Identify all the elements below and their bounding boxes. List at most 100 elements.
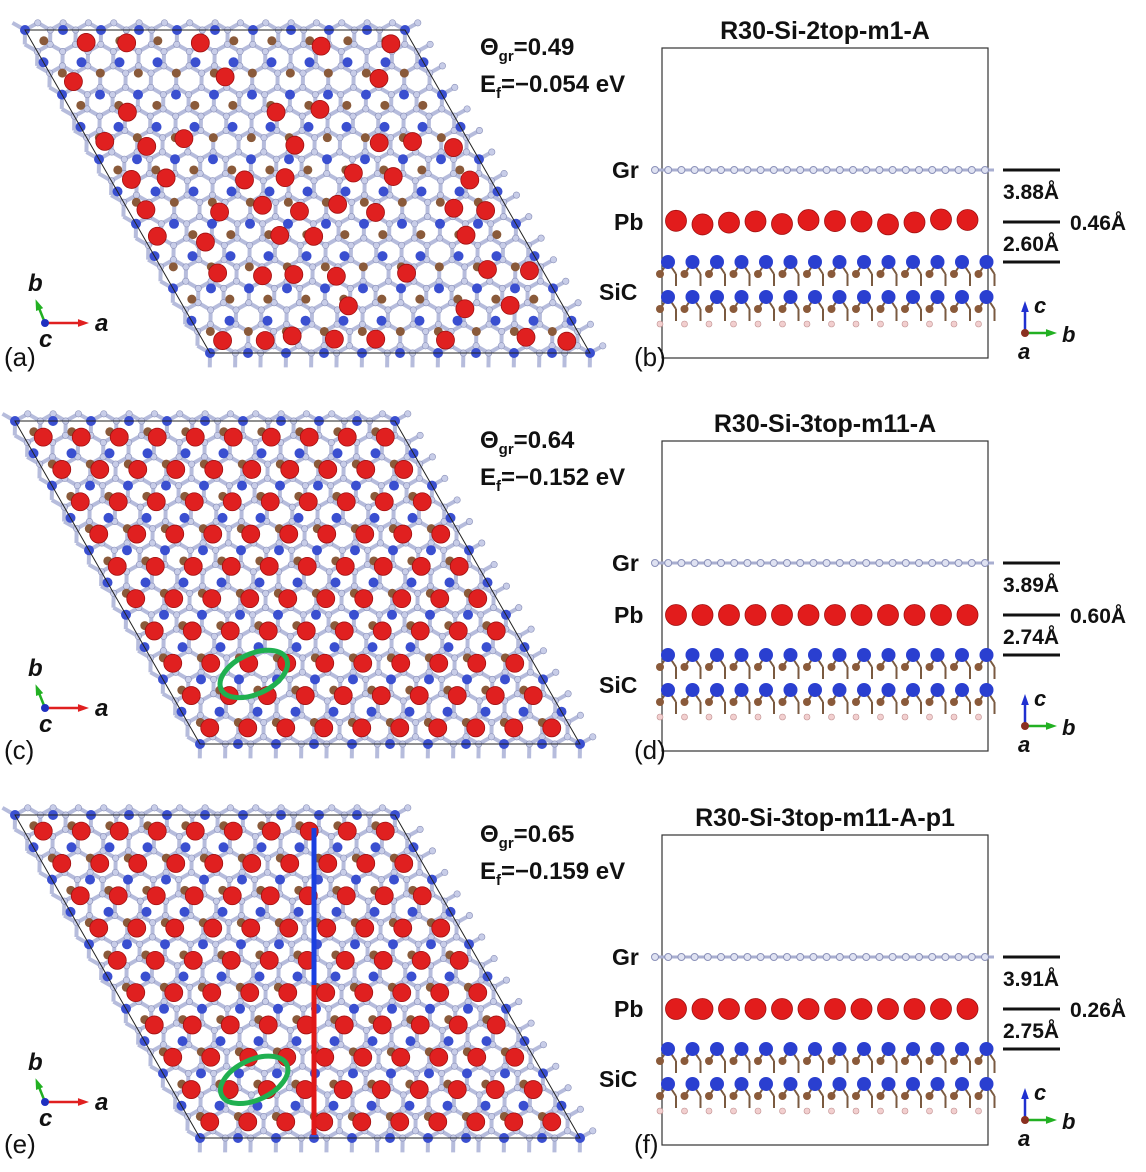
graphene-atom: [388, 647, 394, 653]
graphene-atom: [575, 300, 581, 306]
silicon-atom: [253, 707, 263, 717]
graphene-atom: [98, 41, 104, 47]
graphene-atom: [474, 256, 480, 262]
graphene-atom: [386, 221, 392, 227]
silicon-atom: [833, 648, 847, 662]
graphene-atom: [823, 560, 830, 567]
silicon-atom: [115, 57, 125, 67]
graphene-atom: [377, 919, 383, 925]
lead-atom: [398, 264, 416, 282]
graphene-atom: [186, 590, 192, 596]
graphene-atom: [135, 63, 141, 69]
silicon-atom: [882, 648, 896, 662]
graphene-atom: [101, 411, 107, 417]
graphene-atom: [405, 411, 411, 417]
lead-atom: [167, 460, 185, 478]
panel-label: (d): [634, 735, 666, 765]
carbon-atom: [134, 69, 143, 78]
graphene-atom: [199, 583, 205, 589]
hydrogen-atom: [706, 714, 712, 720]
carbon-atom: [228, 101, 237, 110]
silicon-atom: [463, 610, 473, 620]
graphene-atom: [271, 285, 277, 291]
graphene-atom: [590, 734, 596, 740]
silicon-atom: [980, 255, 994, 269]
lead-atom: [128, 525, 146, 543]
lead-atom: [374, 557, 392, 575]
silicon-atom: [282, 283, 292, 293]
graphene-atom: [263, 20, 269, 26]
graphene-atom: [250, 569, 256, 575]
carbon-atom: [361, 133, 370, 142]
graphene-atom: [25, 805, 31, 811]
text-part: =−0.152 eV: [501, 464, 625, 491]
graphene-atom: [299, 113, 305, 119]
graphene-atom: [275, 583, 281, 589]
graphene-atom: [264, 475, 270, 481]
silicon-atom: [735, 648, 749, 662]
graphene-atom: [161, 20, 167, 26]
carbon-atom: [975, 270, 983, 278]
carbon-atom: [435, 262, 444, 271]
graphene-atom: [177, 411, 183, 417]
graphene-atom: [461, 278, 467, 284]
graphene-atom: [324, 170, 330, 176]
graphene-atom: [210, 676, 216, 682]
graphene-atom: [302, 482, 308, 488]
graphene-atom: [439, 1027, 445, 1033]
graphene-atom: [413, 676, 419, 682]
graphene-atom: [123, 977, 129, 983]
lead-atom: [110, 428, 128, 446]
graphene-atom: [336, 719, 342, 725]
graphene-atom: [340, 855, 346, 861]
silicon-atom: [257, 448, 267, 458]
graphene-atom: [488, 1113, 494, 1119]
lead-atom: [254, 267, 272, 285]
lead-atom: [285, 265, 303, 283]
graphene-atom: [665, 167, 672, 174]
silicon-atom: [368, 642, 378, 652]
graphene-atom: [553, 1063, 559, 1069]
graphene-atom: [198, 70, 204, 76]
lead-atom: [280, 525, 298, 543]
lead-atom: [543, 719, 561, 737]
graphene-atom: [466, 912, 472, 918]
graphene-atom: [309, 307, 315, 313]
lead-atom: [298, 557, 316, 575]
lead-atom: [478, 260, 496, 278]
carbon-atom: [779, 270, 787, 278]
graphene-atom: [863, 560, 870, 567]
graphene-atom: [260, 1113, 266, 1119]
silicon-atom: [178, 642, 188, 652]
graphene-atom: [100, 833, 106, 839]
graphene-atom: [379, 411, 385, 417]
graphene-atom: [362, 1070, 368, 1076]
graphene-atom: [327, 876, 333, 882]
lead-atom: [486, 687, 504, 705]
lead-atom: [327, 267, 345, 285]
graphene-atom: [454, 497, 460, 503]
lead-atom: [148, 428, 166, 446]
graphene-atom: [186, 998, 192, 1004]
silicon-atom: [291, 707, 301, 717]
graphene-atom: [429, 848, 435, 854]
lead-atom: [429, 719, 447, 737]
lead-atom: [338, 428, 356, 446]
graphene-atom: [198, 84, 204, 90]
graphene-atom: [96, 113, 102, 119]
silicon-atom: [955, 648, 969, 662]
graphene-atom: [385, 307, 391, 313]
silicon-atom: [408, 513, 418, 523]
graphene-atom: [183, 264, 189, 270]
silicon-atom: [292, 642, 302, 652]
graphene-atom: [452, 612, 458, 618]
hydrogen-atom: [853, 321, 859, 327]
graphene-atom: [299, 1049, 305, 1055]
carbon-atom: [209, 133, 218, 142]
carbon-atom: [398, 198, 407, 207]
carbon-atom: [172, 69, 181, 78]
graphene-atom: [301, 540, 307, 546]
graphene-atom: [412, 1128, 418, 1134]
lead-atom: [957, 209, 978, 230]
lead-atom: [305, 227, 323, 245]
